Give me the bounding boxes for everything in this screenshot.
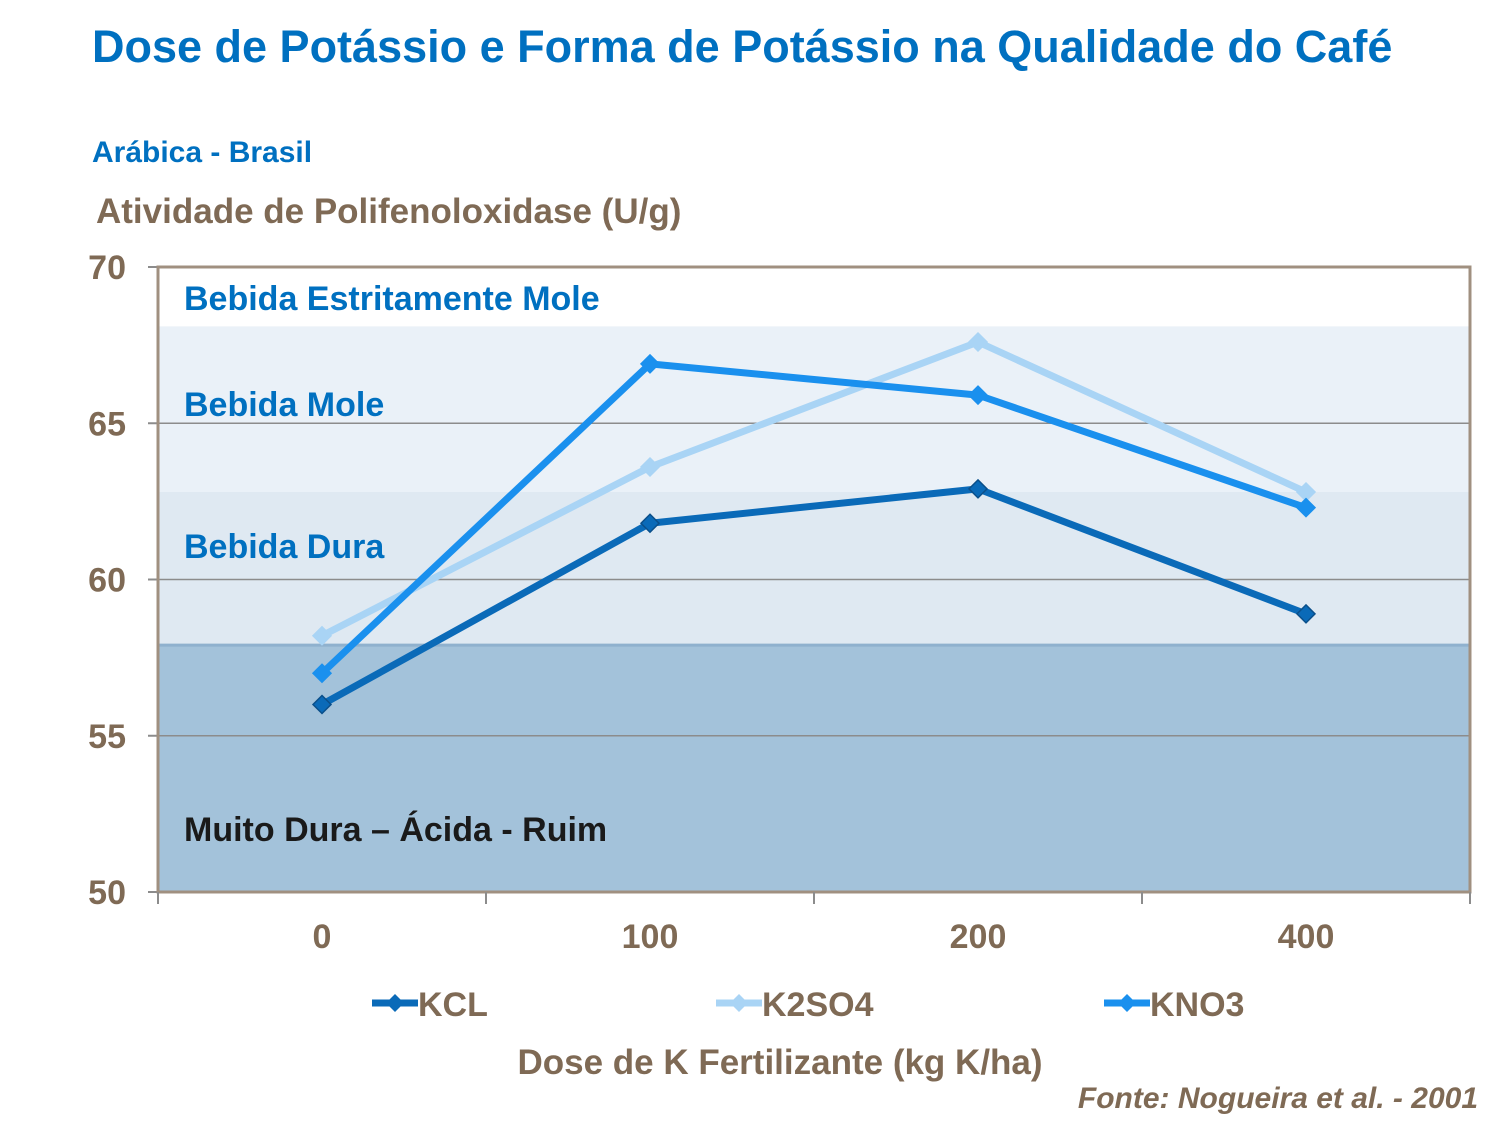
x-tick-label: 0 [313,918,332,956]
legend-marker [1118,994,1136,1012]
band-3 [158,645,1470,892]
legend-marker [386,994,404,1012]
data-point [967,331,989,353]
legend-label: KNO3 [1150,986,1244,1024]
data-point [1295,497,1317,518]
x-tick-label: 200 [950,918,1007,956]
legend-label: K2SO4 [762,986,874,1024]
data-point [639,353,661,374]
data-point [311,625,333,646]
data-point [639,456,661,478]
y-tick-label: 50 [88,874,126,912]
data-point [967,478,989,499]
series-KCL [311,478,1317,715]
y-tick-label: 60 [88,562,126,600]
y-tick-label: 65 [88,405,126,443]
y-axis-label: Atividade de Polifenoloxidase (U/g) [96,192,682,231]
chart-subtitle: Arábica - Brasil [92,136,313,169]
y-tick-label: 70 [88,249,126,287]
series-line [319,360,1308,676]
x-axis-label: Dose de K Fertilizante (kg K/ha) [517,1043,1043,1082]
legend-item: K2SO4 [716,986,874,1024]
series-KNO3 [311,353,1317,684]
chart-title: Dose de Potássio e Forma de Potássio na … [92,21,1393,72]
band-0 [158,267,1470,327]
series-K2SO4 [311,331,1317,646]
band-label: Bebida Mole [184,386,384,424]
legend-marker [730,994,748,1012]
source-note: Fonte: Nogueira et al. - 2001 [1077,1082,1478,1115]
data-point [967,385,989,406]
data-point [311,694,333,715]
band-label: Bebida Dura [184,528,385,566]
data-point [311,663,333,684]
band-label: Bebida Estritamente Mole [184,280,600,318]
legend-label: KCL [418,986,488,1024]
data-point [639,513,661,534]
x-tick-label: 100 [622,918,679,956]
y-tick-label: 55 [88,718,126,756]
series-line [320,485,1308,708]
series-line [320,338,1308,639]
legend-item: KNO3 [1104,986,1244,1024]
data-point [1295,603,1317,624]
band-label: Muito Dura – Ácida - Ruim [184,811,607,849]
x-tick-label: 400 [1278,918,1335,956]
legend-item: KCL [372,986,488,1024]
